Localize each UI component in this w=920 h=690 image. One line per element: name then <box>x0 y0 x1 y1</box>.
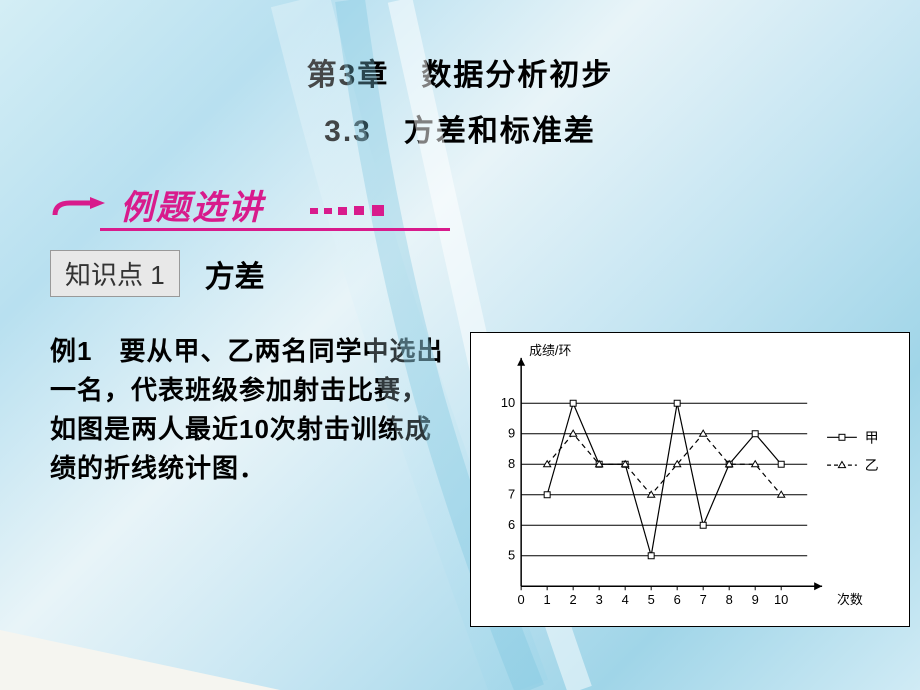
svg-text:4: 4 <box>622 592 629 607</box>
page-corner-decoration <box>0 630 280 690</box>
svg-text:5: 5 <box>648 592 655 607</box>
svg-text:8: 8 <box>508 456 515 471</box>
slide-header: 第3章 数据分析初步 3.3 方差和标准差 <box>0 0 920 150</box>
svg-text:9: 9 <box>508 426 515 441</box>
problem-text: 例1 要从甲、乙两名同学中选出一名，代表班级参加射击比赛，如图是两人最近10次射… <box>50 332 450 627</box>
svg-text:6: 6 <box>508 517 515 532</box>
svg-text:5: 5 <box>508 548 515 563</box>
knowledge-point-badge: 知识点 1 <box>50 250 180 297</box>
arrow-curl-icon <box>50 195 110 225</box>
banner-underline <box>100 228 450 231</box>
banner-text: 例题选讲 <box>120 180 264 229</box>
svg-text:2: 2 <box>570 592 577 607</box>
svg-text:7: 7 <box>508 487 515 502</box>
dots-decoration <box>310 202 440 218</box>
svg-text:10: 10 <box>501 395 515 410</box>
svg-text:3: 3 <box>596 592 603 607</box>
svg-text:乙: 乙 <box>865 457 879 473</box>
svg-text:1: 1 <box>544 592 551 607</box>
svg-text:9: 9 <box>752 592 759 607</box>
svg-text:7: 7 <box>700 592 707 607</box>
chapter-title: 第3章 数据分析初步 <box>0 50 920 94</box>
svg-text:甲: 甲 <box>865 429 879 445</box>
svg-text:8: 8 <box>726 592 733 607</box>
svg-text:0: 0 <box>518 592 525 607</box>
svg-text:次数: 次数 <box>837 592 863 607</box>
knowledge-point-row: 知识点 1 方差 <box>50 250 920 297</box>
svg-text:10: 10 <box>774 592 788 607</box>
line-chart: 成绩/环 5 6 7 8 9 10 0 1 2 3 4 5 6 7 8 9 10 次数 甲乙 <box>470 332 910 627</box>
svg-text:成绩/环: 成绩/环 <box>529 343 571 358</box>
content-row: 例1 要从甲、乙两名同学中选出一名，代表班级参加射击比赛，如图是两人最近10次射… <box>0 332 920 627</box>
example-banner: 例题选讲 <box>50 180 920 230</box>
svg-text:6: 6 <box>674 592 681 607</box>
knowledge-point-label: 方差 <box>205 252 265 296</box>
section-title: 3.3 方差和标准差 <box>0 106 920 150</box>
